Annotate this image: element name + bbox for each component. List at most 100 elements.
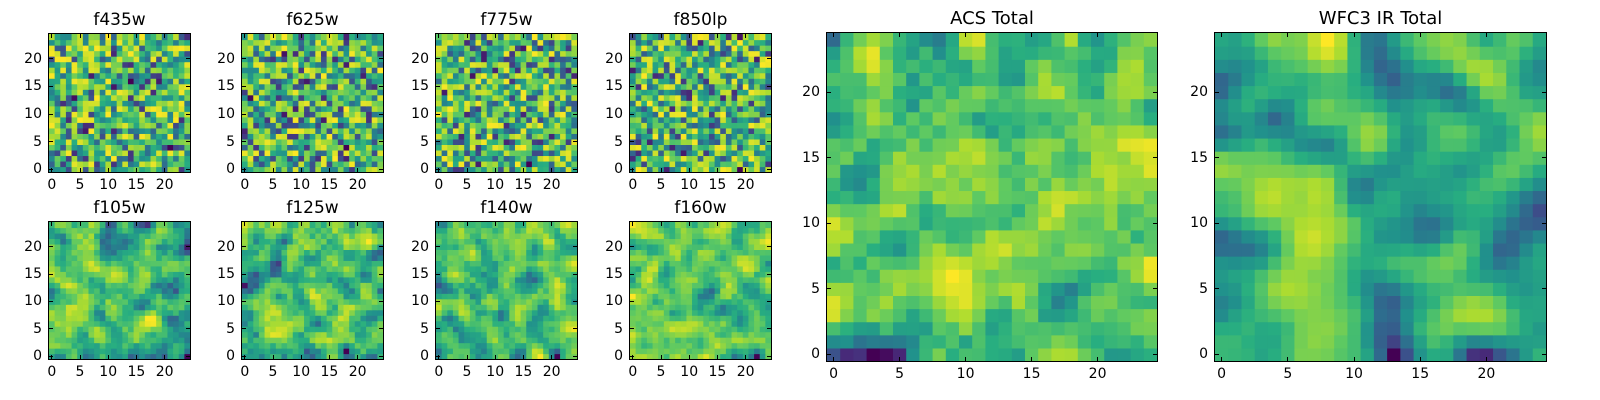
heatmap-cell [343,100,350,107]
heatmap-cell [377,293,383,300]
heatmap-cell [150,304,157,311]
heatmap-cell [343,138,350,145]
y-tick-mark [242,141,246,143]
heatmap-cell [498,304,505,311]
heatmap-cell [354,127,362,134]
heatmap-cell [531,276,539,283]
heatmap-cell [366,144,373,151]
heatmap-cell [441,331,448,338]
heatmap-cell [105,232,112,240]
heatmap-cell [111,276,118,283]
heatmap-cell [150,138,157,145]
heatmap-cell [720,144,727,151]
heatmap-cell [720,353,727,359]
heatmap-cell [469,122,477,129]
y-tick-mark [379,246,383,248]
heatmap-cell [526,320,533,327]
heatmap-cell [720,111,727,118]
heatmap-cell [173,243,180,250]
heatmap-cell [486,315,493,322]
heatmap-cell [754,166,761,172]
heatmap-cell [509,122,516,129]
heatmap-cell [514,94,522,101]
heatmap-cell [156,276,163,283]
heatmap-cell [298,160,305,168]
heatmap-cell [658,160,665,168]
heatmap-cell [554,227,561,234]
heatmap-cell [320,254,328,261]
y-tick-label: 5 [420,133,429,150]
heatmap-cell [309,227,316,234]
heatmap-cell [371,45,378,52]
heatmap-cell [184,282,190,289]
heatmap-cell [481,331,488,338]
heatmap-cell [447,133,454,140]
heatmap-cell [242,276,249,283]
heatmap-cell [127,298,135,305]
heatmap-cell [77,276,84,283]
heatmap-cell [71,127,78,134]
heatmap-cell [703,315,710,322]
heatmap-cell [133,265,140,272]
x-tick-mark [300,355,302,359]
heatmap-cell [447,78,454,85]
heatmap-cell [703,293,710,300]
heatmap-cell [571,342,577,349]
heatmap-cell [65,116,73,123]
heatmap-cell [275,160,283,168]
heatmap-cell [509,238,516,245]
heatmap-cell [680,56,687,63]
heatmap-cell [281,232,288,240]
heatmap-cell [641,287,648,294]
heatmap-cell [253,138,260,145]
heatmap-cell [173,326,180,333]
heatmap-cell [708,160,716,168]
heatmap-cell [565,149,572,157]
heatmap-cell [144,72,152,79]
heatmap-cell [498,61,505,68]
heatmap-cell [526,155,533,162]
heatmap-cell [315,144,322,151]
heatmap-cell [133,348,140,355]
heatmap-cell [343,222,350,229]
heatmap-cell [520,149,527,157]
heatmap-cell [150,276,157,283]
heatmap-cell [360,160,367,168]
heatmap-cell [161,78,169,85]
heatmap-cell [94,166,101,172]
heatmap-cell [275,39,283,46]
heatmap-cell [94,243,101,250]
heatmap-cell [469,348,477,355]
heatmap-cell [680,337,687,344]
heatmap-cell [441,309,448,316]
heatmap-cell [320,50,328,57]
heatmap-cell [247,61,254,68]
heatmap-cell [641,155,648,162]
x-tick-label: 0 [628,177,638,193]
heatmap-cell [436,133,443,140]
heatmap-cell [537,222,544,229]
heatmap-cell [514,232,522,240]
heatmap-cell [298,94,305,101]
heatmap-cell [565,144,572,151]
heatmap-cell [122,309,129,316]
heatmap-cell [754,144,761,151]
heatmap-cell [349,166,356,172]
heatmap-cell [475,331,482,338]
heatmap-cell [111,72,118,79]
heatmap-cell [765,133,771,140]
heatmap-cell [469,353,477,359]
heatmap-cell [99,232,106,240]
heatmap-cell [464,254,471,261]
heatmap-cell [658,337,665,344]
heatmap-cell [560,89,567,96]
heatmap-cell [452,298,460,305]
heatmap-cell [630,315,637,322]
heatmap-cell [481,144,488,151]
heatmap-cell [349,238,356,245]
heatmap-cell [304,337,311,344]
heatmap-cell [281,227,288,234]
heatmap-cell [658,127,665,134]
heatmap-cell [60,155,67,162]
y-tick-mark [49,273,53,275]
